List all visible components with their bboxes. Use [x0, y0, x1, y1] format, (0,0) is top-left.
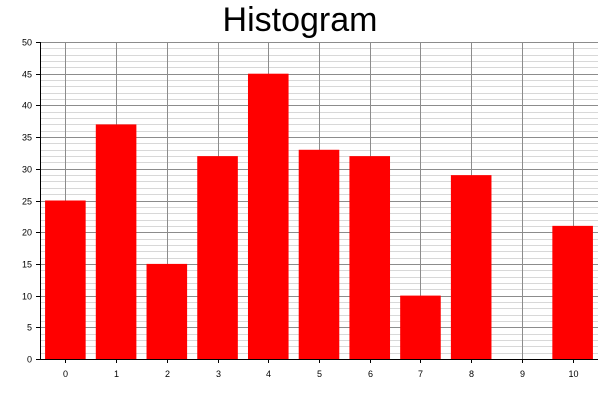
chart-title: Histogram — [222, 1, 378, 39]
y-tick-label: 45 — [22, 70, 32, 80]
y-tick-label: 35 — [22, 133, 32, 143]
bar-3 — [197, 156, 238, 359]
y-tick-label: 40 — [22, 101, 32, 111]
x-tick-label: 2 — [165, 369, 170, 379]
x-tick-label: 10 — [568, 369, 578, 379]
x-tick-label: 9 — [520, 369, 525, 379]
y-tick-label: 15 — [22, 260, 32, 270]
y-tick-label: 5 — [27, 323, 32, 333]
bar-0 — [45, 200, 86, 359]
y-tick-label: 25 — [22, 197, 32, 207]
axes-layer — [36, 42, 598, 363]
x-tick-label: 3 — [216, 369, 221, 379]
x-tick-label: 8 — [469, 369, 474, 379]
bar-2 — [146, 263, 188, 359]
y-tick-label: 50 — [22, 38, 32, 48]
y-tick-label: 0 — [27, 355, 32, 365]
bar-8 — [450, 175, 492, 359]
bar-6 — [349, 156, 391, 359]
bar-1 — [95, 124, 137, 359]
x-tick-label: 7 — [418, 369, 423, 379]
bar-10 — [552, 225, 593, 359]
bar-5 — [298, 149, 340, 359]
x-tick-label: 4 — [266, 369, 271, 379]
bar-4 — [247, 73, 289, 359]
x-tick-label: 6 — [368, 369, 373, 379]
bar-7 — [400, 295, 441, 359]
x-tick-label: 1 — [114, 369, 119, 379]
y-tick-label: 20 — [22, 228, 32, 238]
x-tick-label: 0 — [63, 369, 68, 379]
y-tick-label: 30 — [22, 165, 32, 175]
x-tick-label: 5 — [317, 369, 322, 379]
bars-layer — [45, 73, 593, 359]
y-tick-label: 10 — [22, 292, 32, 302]
